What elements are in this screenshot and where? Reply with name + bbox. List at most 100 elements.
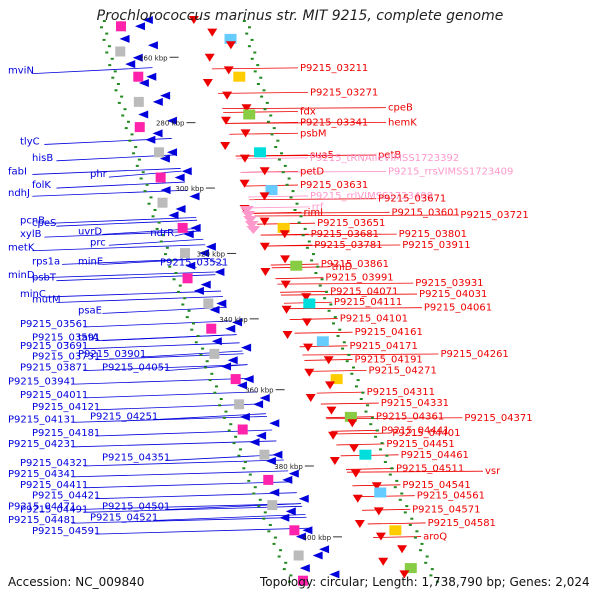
leader-line [108, 238, 204, 246]
left-strand-gene [132, 53, 143, 62]
track-marker [338, 328, 342, 331]
left-strand-gene [145, 135, 156, 144]
track-marker [289, 574, 293, 577]
track-marker [102, 20, 106, 22]
gene-label-left: mviN [8, 66, 34, 77]
leader-line [218, 92, 309, 94]
leader-line [32, 189, 188, 197]
track-marker [352, 366, 356, 369]
leader-line [83, 391, 258, 399]
gene-label-right: P9215_rrlVIMSS1723408 [310, 191, 433, 202]
track-marker [194, 341, 198, 344]
leader-line [153, 514, 306, 521]
track-marker [329, 303, 333, 306]
track-marker [266, 120, 270, 123]
leader-line [83, 481, 293, 489]
track-marker [213, 391, 217, 394]
leader-line [362, 508, 411, 511]
track-marker [159, 240, 163, 243]
gene-label-right: P9215_04401 [392, 428, 460, 439]
left-strand-gene [152, 129, 163, 138]
right-strand-gene [202, 79, 213, 87]
track-marker [108, 64, 112, 67]
track-marker [413, 536, 417, 539]
gene-label-left: P9215_03941 [8, 376, 76, 387]
leader-line [71, 516, 307, 524]
gene-feature-block [265, 185, 278, 196]
gene-label-right: rrf [312, 202, 324, 213]
gene-feature-block [133, 96, 144, 107]
track-marker [316, 265, 320, 268]
track-marker [247, 479, 251, 482]
right-strand-gene [280, 280, 291, 289]
gene-label-right: cpeB [388, 103, 413, 114]
track-marker [134, 146, 138, 148]
genome-summary-text: Topology: circular; Length: 1,738,790 bp… [260, 575, 590, 589]
gene-label-right: aroQ [423, 532, 447, 543]
track-marker [250, 38, 254, 41]
left-strand-gene [183, 230, 194, 239]
track-marker [383, 461, 387, 463]
left-strand-gene [147, 41, 158, 50]
track-marker [161, 234, 165, 237]
track-marker [245, 32, 249, 35]
gene-feature-block [157, 197, 168, 208]
track-marker [257, 505, 261, 508]
left-strand-gene [138, 110, 149, 119]
track-marker [265, 101, 269, 104]
track-marker [301, 234, 305, 237]
gene-label-right: P9215_03671 [378, 194, 446, 205]
gene-label-right: P9215_04571 [412, 504, 480, 515]
track-marker [248, 26, 252, 29]
track-marker [410, 517, 414, 520]
track-marker [424, 561, 428, 564]
left-strand-gene [168, 211, 179, 220]
gene-label-right: P9215_04191 [355, 354, 423, 365]
gene-label-right: P9215_04361 [376, 412, 444, 423]
track-marker [347, 353, 351, 356]
leader-line [71, 377, 253, 385]
gene-label-left: P9215_03691 [20, 341, 88, 352]
gene-label-left: P9215_04411 [20, 480, 88, 491]
track-marker [196, 335, 200, 337]
tick-label: 360 kbp [245, 387, 274, 395]
track-marker [205, 360, 209, 363]
track-marker [385, 454, 389, 457]
leader-line [83, 459, 284, 467]
gene-label-left: hisB [32, 153, 53, 164]
leader-line [108, 170, 182, 178]
left-strand-gene [166, 116, 177, 125]
leader-line [251, 206, 310, 209]
right-strand-gene [239, 154, 250, 163]
leader-line [56, 296, 223, 303]
track-marker [285, 183, 289, 186]
genome-title: Prochlorococcus marinus str. MIT 9215, c… [96, 8, 504, 24]
left-strand-gene [174, 173, 185, 182]
left-strand-gene [167, 148, 178, 157]
track-marker [178, 284, 182, 287]
gene-feature-block [224, 33, 237, 44]
right-strand-gene [350, 469, 361, 478]
gene-label-left: psbT [32, 273, 57, 284]
gene-label-right: P9215_03911 [402, 240, 470, 251]
left-strand-gene [225, 324, 236, 333]
track-marker [139, 177, 143, 180]
leader-line [83, 364, 248, 372]
gene-feature-block [182, 273, 193, 284]
gene-label-right: sua5 [310, 150, 334, 161]
gene-label-left: ndhJ [8, 188, 30, 199]
rrna-gene [239, 206, 254, 214]
gene-feature-block [134, 122, 145, 133]
left-strand-gene [198, 249, 209, 258]
right-strand-gene [354, 520, 365, 528]
gene-feature-block [116, 21, 127, 32]
track-marker [256, 64, 260, 67]
gene-label-right: P9215_04451 [386, 439, 454, 450]
left-strand-gene [285, 507, 296, 516]
left-strand-gene [282, 475, 293, 484]
track-marker [262, 89, 266, 92]
track-marker [361, 391, 365, 394]
gene-label-left: minC [20, 289, 46, 300]
gene-feature-block [115, 46, 126, 57]
